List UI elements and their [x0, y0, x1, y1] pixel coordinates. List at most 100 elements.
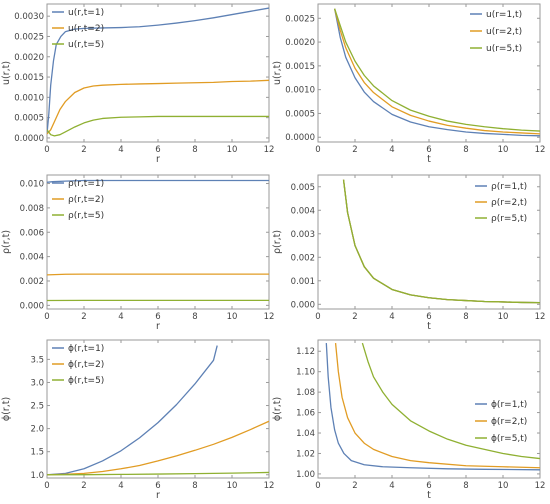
y-tick-label: 0.0010 [14, 93, 44, 103]
legend-label: ρ(r,t=5) [68, 211, 104, 221]
series-line-1 [47, 345, 218, 476]
y-tick-label: 1.12 [296, 347, 315, 357]
x-tick-label: 6 [155, 145, 160, 155]
x-tick-label: 8 [463, 312, 468, 322]
y-tick-label: 0.0025 [14, 32, 44, 42]
legend-label: u(r,t=2) [68, 24, 104, 34]
legend-label: u(r=1,t) [486, 10, 522, 20]
series-line-2 [334, 8, 540, 135]
x-tick-label: 6 [426, 312, 431, 322]
chart-panel-4: 0 2 4 6 8 10 12 0.000 0.001 0.002 0.003 0.004 0.005 t… [272, 174, 546, 332]
series-line-1 [47, 179, 269, 183]
x-tick-label: 6 [155, 312, 160, 322]
x-tick-label: 10 [227, 481, 238, 491]
y-tick-label: 3.5 [30, 355, 44, 365]
x-tick-label: 4 [118, 312, 123, 322]
y-tick-label: 1.08 [296, 388, 315, 398]
y-tick-label: 2.0 [30, 425, 44, 435]
y-tick-label: 1.0 [30, 471, 44, 481]
legend-label: ϕ(r=1,t) [491, 400, 527, 410]
legend-label: ϕ(r,t=5) [68, 376, 104, 386]
x-axis-label: r [156, 321, 160, 332]
x-tick-label: 8 [192, 481, 197, 491]
y-tick-label: 0.003 [291, 230, 315, 240]
series-line-3 [361, 342, 540, 460]
y-tick-label: 1.00 [296, 470, 315, 480]
x-axis-label: t [427, 154, 431, 165]
x-tick-label: 12 [535, 312, 546, 322]
y-tick-label: 0.0000 [14, 134, 44, 144]
x-tick-label: 10 [227, 145, 238, 155]
series-line-3 [342, 179, 540, 304]
series-line-2 [47, 79, 269, 135]
x-tick-label: 0 [44, 145, 49, 155]
x-tick-label: 0 [44, 481, 49, 491]
y-tick-label: 0.002 [291, 253, 315, 263]
y-tick-label: 3.0 [30, 378, 44, 388]
y-tick-label: 0.0010 [285, 86, 315, 96]
x-tick-label: 6 [155, 481, 160, 491]
legend-label: ρ(r=5,t) [491, 214, 527, 224]
x-tick-label: 10 [227, 312, 238, 322]
y-tick-label: 1.02 [296, 449, 315, 459]
y-axis-label: u(r,t) [272, 61, 283, 85]
y-tick-label: 1.5 [30, 448, 44, 458]
x-tick-label: 6 [426, 481, 431, 491]
y-tick-label: 0.0030 [14, 12, 44, 22]
x-tick-label: 2 [81, 481, 86, 491]
y-axis-label: u(r,t) [1, 61, 12, 85]
x-axis-label: r [156, 490, 160, 501]
y-tick-label: 0.0000 [285, 133, 315, 143]
x-tick-label: 10 [498, 481, 509, 491]
y-tick-label: 0.000 [20, 301, 44, 311]
y-tick-label: 0.000 [291, 300, 315, 310]
legend-label: ρ(r=1,t) [491, 182, 527, 192]
y-tick-label: 0.0005 [285, 109, 315, 119]
y-tick-label: 0.006 [20, 228, 44, 238]
chart-panel-2: 0 2 4 6 8 10 12 0.0000 0.0005 0.0010 0.0015 0.0020 0… [272, 3, 546, 165]
x-tick-label: 8 [463, 481, 468, 491]
x-tick-label: 12 [264, 481, 275, 491]
x-axis-label: t [427, 490, 431, 501]
x-tick-label: 12 [264, 312, 275, 322]
legend-label: u(r,t=1) [68, 8, 104, 18]
y-tick-label: 0.0015 [14, 73, 44, 83]
legend-label: ϕ(r,t=2) [68, 360, 104, 370]
x-axis-label: r [156, 154, 160, 165]
y-axis-label: ρ(r,t) [272, 230, 283, 254]
legend-label: ρ(r=2,t) [491, 198, 527, 208]
x-tick-label: 4 [389, 145, 394, 155]
y-axis-label: ϕ(r,t) [272, 397, 283, 421]
chart-panel-5: 0 2 4 6 8 10 12 1.0 1.5 2.0 2.5 3.0 3.5 r ϕ(r,t) ϕ(r,t=… [1, 339, 275, 501]
legend-label: ρ(r,t=2) [68, 195, 104, 205]
y-tick-label: 0.0005 [14, 114, 44, 124]
chart-panel-1: 0 2 4 6 8 10 12 0.0000 0.0005 0.0010 0.0015 0.0020 0… [1, 3, 275, 165]
x-tick-label: 12 [264, 145, 275, 155]
y-axis-label: ϕ(r,t) [1, 397, 12, 421]
x-tick-label: 2 [81, 312, 86, 322]
y-tick-label: 0.0020 [14, 53, 44, 63]
y-tick-label: 0.0015 [285, 62, 315, 72]
x-tick-label: 4 [118, 145, 123, 155]
x-tick-label: 12 [535, 145, 546, 155]
y-tick-label: 0.010 [20, 180, 44, 190]
y-axis-label: ρ(r,t) [1, 230, 12, 254]
series-line-1 [47, 7, 269, 134]
series-line-2 [47, 273, 269, 276]
series-line-1 [325, 343, 540, 471]
legend-label: ϕ(r,t=1) [68, 344, 104, 354]
x-tick-label: 2 [81, 145, 86, 155]
x-tick-label: 8 [463, 145, 468, 155]
series-line-2 [334, 343, 540, 469]
x-tick-label: 4 [389, 481, 394, 491]
x-tick-label: 0 [315, 312, 320, 322]
y-tick-label: 0.0020 [285, 38, 315, 48]
y-tick-label: 0.008 [20, 204, 44, 214]
y-tick-label: 0.004 [291, 206, 315, 216]
legend-label: ϕ(r=5,t) [491, 434, 527, 444]
legend-label: ρ(r,t=1) [68, 179, 104, 189]
y-tick-label: 1.04 [296, 429, 315, 439]
legend-label: u(r=2,t) [486, 27, 522, 37]
plot-frame [317, 174, 541, 310]
